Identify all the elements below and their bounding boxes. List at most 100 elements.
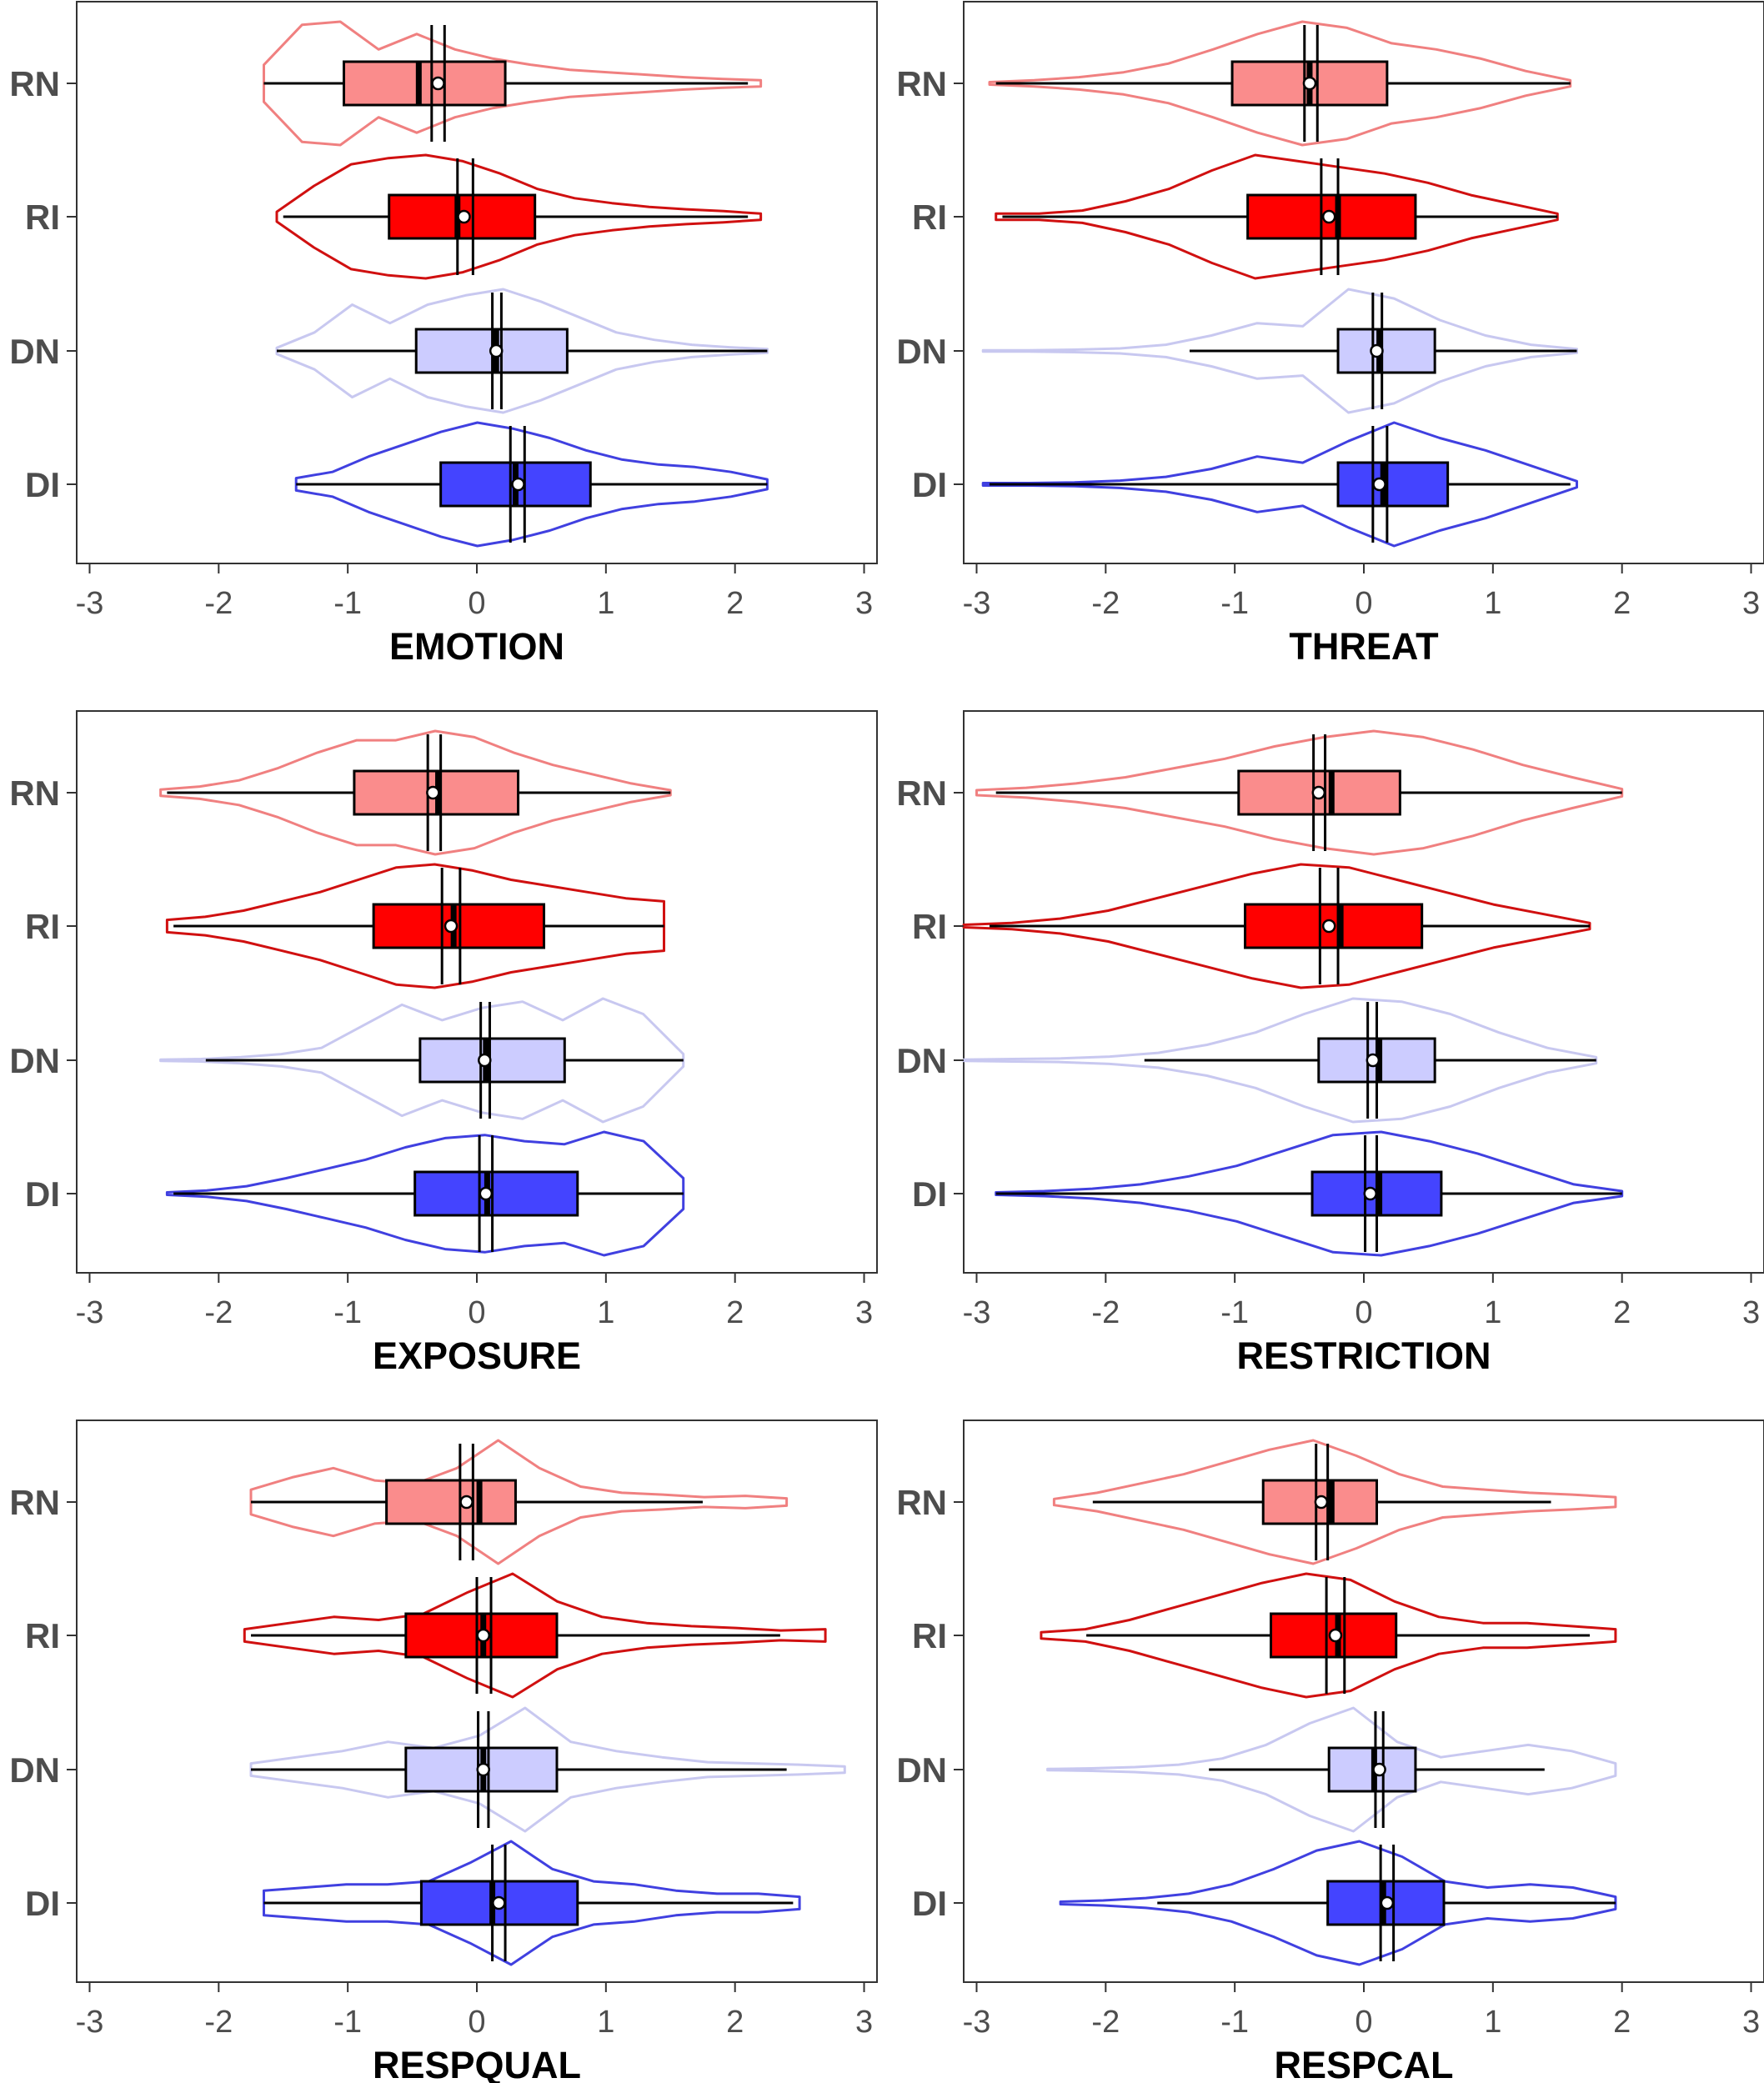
box-ri — [388, 193, 537, 240]
mean-point-di — [492, 1895, 506, 1910]
x-tick-label: 0 — [468, 2005, 485, 2040]
x-tick-label: 3 — [855, 586, 873, 621]
panel-threat: -3 -2 -1 0 1 2 3 RN RI DN DI THREAT — [896, 1, 1764, 668]
mean-point-rn — [1311, 785, 1326, 800]
x-tick-label: 2 — [1613, 1295, 1631, 1330]
mean-point-rn — [431, 76, 445, 91]
category-label: DN — [896, 1750, 947, 1790]
mean-point-ri — [1328, 1628, 1343, 1643]
box-di — [1336, 461, 1450, 508]
mean-point-ri — [1321, 919, 1336, 934]
violin-ri — [275, 153, 763, 280]
category-label: RI — [25, 198, 60, 237]
mean-point-ri — [1321, 209, 1336, 224]
axis-title: RESPQUAL — [373, 2044, 581, 2083]
mean-point-dn — [1370, 343, 1384, 358]
box-dn — [1336, 328, 1436, 374]
category-label: DI — [25, 1884, 60, 1923]
x-tick-label: 1 — [597, 2005, 614, 2040]
x-tick-label: 2 — [1613, 2005, 1631, 2040]
x-tick-label: 1 — [597, 1295, 614, 1330]
x-tick-label: -3 — [963, 1295, 991, 1330]
x-tick-label: 1 — [597, 586, 614, 621]
x-tick-label: 1 — [1484, 1295, 1501, 1330]
violin-dn — [962, 997, 1598, 1124]
category-label: DN — [9, 1750, 60, 1790]
box-rn — [385, 1479, 517, 1525]
category-label: DI — [912, 1884, 947, 1923]
x-tick-label: 0 — [1355, 586, 1372, 621]
x-tick-label: 3 — [1742, 1295, 1760, 1330]
mean-point-dn — [1366, 1053, 1381, 1068]
category-label: DI — [25, 465, 60, 504]
category-label: RN — [9, 774, 60, 813]
x-tick-label: -1 — [1220, 1295, 1249, 1330]
x-tick-label: 3 — [1742, 2005, 1760, 2040]
x-tick-label: 2 — [1613, 586, 1631, 621]
category-label: RN — [896, 774, 947, 813]
axis-title: RESPCAL — [1274, 2044, 1453, 2083]
axis-title: EXPOSURE — [373, 1334, 581, 1377]
mean-point-dn — [476, 1762, 490, 1777]
x-tick-label: 0 — [1355, 1295, 1372, 1330]
x-tick-label: -2 — [1091, 2005, 1120, 2040]
x-tick-label: -2 — [204, 2005, 233, 2040]
category-label: DN — [896, 332, 947, 371]
mean-point-ri — [457, 209, 471, 224]
axis-title: EMOTION — [389, 625, 564, 668]
x-tick-label: -2 — [204, 586, 233, 621]
x-tick-label: -3 — [963, 586, 991, 621]
category-label: DI — [912, 1174, 947, 1214]
violin-dn — [159, 997, 685, 1124]
category-label: DI — [25, 1174, 60, 1214]
mean-point-di — [1372, 477, 1386, 492]
axis-title: THREAT — [1289, 625, 1438, 668]
x-tick-label: -1 — [1220, 2005, 1249, 2040]
x-tick-label: 2 — [726, 586, 744, 621]
violin-rn — [988, 20, 1572, 147]
x-tick-label: 3 — [855, 2005, 873, 2040]
category-label: RI — [912, 907, 947, 946]
x-tick-label: -1 — [333, 1295, 362, 1330]
violin-dn — [1046, 1706, 1617, 1833]
category-label: DN — [896, 1041, 947, 1080]
mean-point-rn — [1314, 1495, 1329, 1510]
category-label: RI — [912, 198, 947, 237]
violin-rn — [1052, 1439, 1617, 1565]
panel-exposure: -3 -2 -1 0 1 2 3 RN RI DN DI EXPOSURE — [9, 710, 878, 1377]
mean-point-ri — [476, 1628, 490, 1643]
mean-point-rn — [426, 785, 440, 800]
axis-title: RESTRICTION — [1236, 1334, 1491, 1377]
mean-point-dn — [489, 343, 504, 358]
category-label: DN — [9, 1041, 60, 1080]
box-rn — [343, 60, 507, 107]
panel-respqual: -3 -2 -1 0 1 2 3 RN RI DN DI RESPQUAL — [9, 1420, 878, 2083]
x-tick-label: 3 — [855, 1295, 873, 1330]
violin-di — [981, 421, 1578, 548]
x-tick-label: -3 — [76, 586, 104, 621]
panel-emotion: -3 -2 -1 0 1 2 3 RN RI DN DI EMOTION — [9, 1, 878, 668]
x-tick-label: 1 — [1484, 2005, 1501, 2040]
x-tick-label: 0 — [468, 586, 485, 621]
x-tick-label: 1 — [1484, 586, 1501, 621]
x-tick-label: -1 — [333, 2005, 362, 2040]
mean-point-di — [479, 1186, 494, 1201]
mean-point-dn — [478, 1053, 492, 1068]
violin-dn — [981, 288, 1578, 414]
x-tick-label: -3 — [963, 2005, 991, 2040]
box-di — [413, 1170, 579, 1217]
x-tick-label: -1 — [333, 586, 362, 621]
mean-point-di — [1380, 1895, 1395, 1910]
x-tick-label: -1 — [1220, 586, 1249, 621]
x-tick-label: 2 — [726, 2005, 744, 2040]
category-label: DN — [9, 332, 60, 371]
category-label: RN — [896, 64, 947, 103]
x-tick-label: -3 — [76, 1295, 104, 1330]
x-tick-label: -2 — [1091, 1295, 1120, 1330]
panel-respcal: -3 -2 -1 0 1 2 3 RN RI DN DI RESPCAL — [896, 1420, 1764, 2083]
mean-point-di — [1363, 1186, 1377, 1201]
x-tick-label: -2 — [1091, 586, 1120, 621]
violin-ri — [962, 863, 1591, 989]
x-tick-label: -2 — [204, 1295, 233, 1330]
